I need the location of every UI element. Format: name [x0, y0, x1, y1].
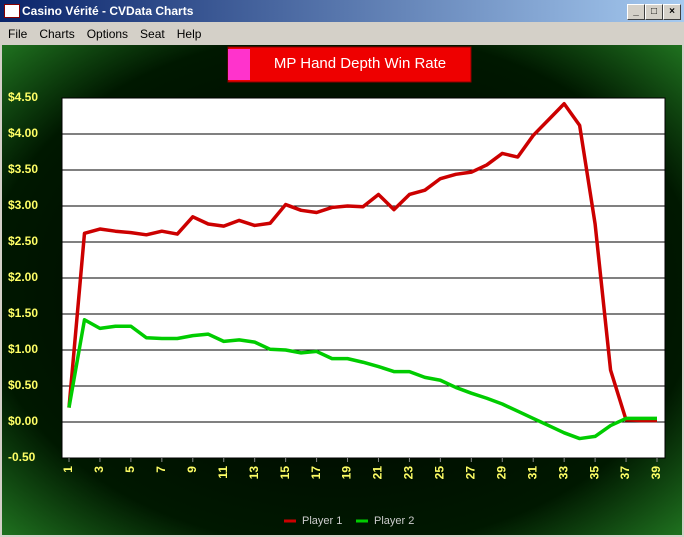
- series-line: [67, 318, 657, 441]
- series-line: [67, 102, 657, 423]
- x-tick-label: 17: [309, 466, 323, 480]
- x-tick-label: 33: [556, 466, 570, 480]
- menu-item[interactable]: Options: [86, 27, 129, 41]
- menu-item[interactable]: Seat: [140, 27, 165, 41]
- minimize-button[interactable]: _: [627, 4, 645, 20]
- y-tick-label: $2.00: [8, 270, 38, 284]
- y-tick-label: $1.50: [8, 306, 38, 320]
- x-tick-label: 7: [154, 466, 168, 473]
- chart-title: MP Hand Depth Win Rate: [274, 55, 446, 72]
- menu-item[interactable]: Help: [176, 27, 202, 41]
- x-tick-label: 39: [649, 466, 663, 480]
- menu-bar: File Charts Options Seat Help: [0, 23, 684, 45]
- menu-item[interactable]: File: [8, 27, 28, 41]
- x-tick-label: 31: [525, 466, 539, 480]
- x-tick-label: 9: [185, 466, 199, 473]
- y-tick-label: $0.50: [8, 378, 38, 392]
- x-tick-label: 19: [340, 466, 354, 480]
- y-tick-label: $3.00: [8, 198, 38, 212]
- x-tick-label: 11: [216, 466, 230, 479]
- y-tick-label: $2.50: [8, 234, 38, 248]
- y-tick-label: $0.00: [8, 414, 38, 428]
- close-button[interactable]: ×: [663, 4, 681, 20]
- y-tick-label: $4.50: [8, 90, 38, 104]
- window-title: Casino Vérité - CVData Charts: [22, 4, 194, 18]
- y-tick-label: $4.00: [8, 126, 38, 140]
- x-tick-label: 27: [463, 466, 477, 480]
- y-tick-label: $3.50: [8, 162, 38, 176]
- x-tick-label: 37: [618, 466, 632, 480]
- chart: MP Hand Depth Win Rate $4.50 $4.00 $3.50 $3…: [2, 45, 682, 535]
- x-tick-label: 3: [92, 466, 106, 473]
- title-bar: Casino Vérité - CVData Charts _ □ ×: [0, 0, 684, 22]
- x-tick-label: 25: [433, 466, 447, 480]
- legend-label: Player 2: [374, 515, 414, 527]
- x-tick-label: 35: [587, 466, 601, 480]
- x-tick-label: 13: [247, 466, 261, 480]
- y-tick-label: -0.50: [8, 450, 36, 464]
- maximize-button[interactable]: □: [645, 4, 663, 20]
- x-tick-label: 23: [402, 466, 416, 480]
- legend-label: Player 1: [302, 515, 342, 527]
- app-icon: [4, 4, 20, 18]
- title-icon: [228, 49, 250, 80]
- title-box: [227, 46, 472, 83]
- menu-item[interactable]: Charts: [39, 27, 75, 41]
- x-tick-label: 15: [278, 466, 292, 480]
- x-tick-label: 29: [494, 466, 508, 480]
- y-tick-label: $1.00: [8, 342, 38, 356]
- x-tick-label: 5: [123, 466, 137, 473]
- x-tick-label: 21: [371, 466, 385, 480]
- x-tick-label: 1: [61, 466, 75, 473]
